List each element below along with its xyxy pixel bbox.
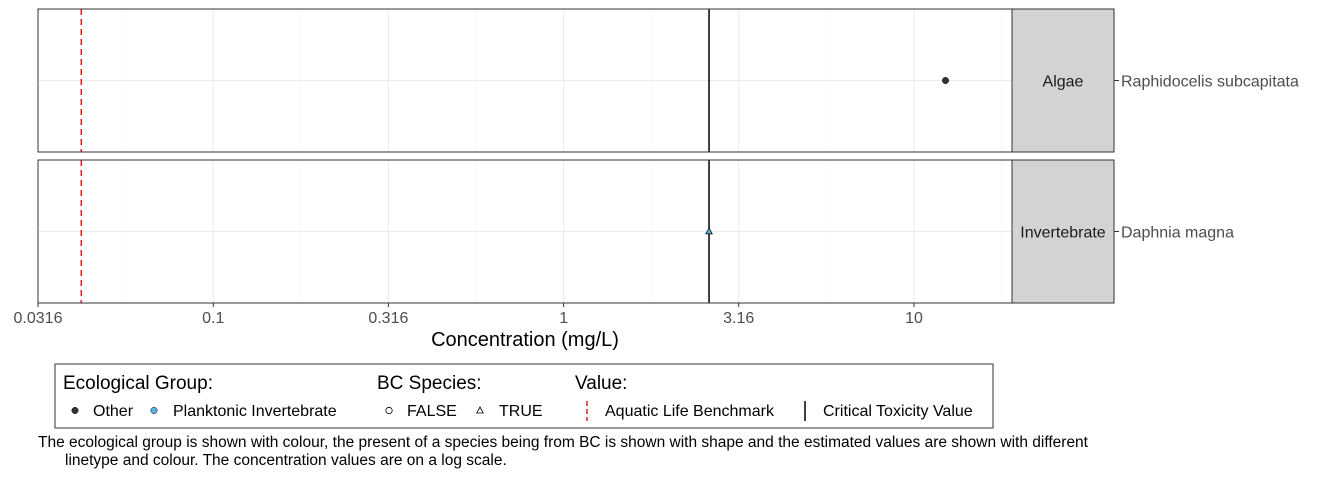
facet-strip-label: Algae (1043, 74, 1084, 91)
figure-caption: The ecological group is shown with colou… (38, 434, 1238, 470)
y-axis-species-label: Daphnia magna (1121, 225, 1234, 242)
legend-label-false: FALSE (407, 403, 457, 420)
caption-line-1: The ecological group is shown with colou… (38, 434, 1088, 451)
x-tick-label: 3.16 (723, 310, 754, 327)
legend: Ecological Group: Other Planktonic Inverte… (54, 363, 994, 429)
legend-title-value: Value: (575, 373, 627, 394)
facet-strip (1011, 8, 1115, 153)
legend-label-critical-toxicity-value: Critical Toxicity Value (823, 403, 973, 420)
legend-label-planktonic-invertebrate: Planktonic Invertebrate (173, 403, 337, 420)
x-tick-label: 0.1 (202, 310, 224, 327)
legend-label-other: Other (93, 403, 134, 420)
legend-box (54, 363, 994, 429)
data-point-triangle (705, 227, 713, 235)
y-axis-species-label: Raphidocelis subcapitata (1121, 74, 1299, 91)
facet-strip (1011, 159, 1115, 304)
legend-title-bc-species: BC Species: (377, 373, 482, 394)
legend-key-other (71, 407, 79, 414)
caption-line-2: linetype and colour. The concentration v… (65, 452, 507, 469)
toxicity-chart: Algae Raphidocelis subcapitata Invertebrat… (14, 8, 1299, 429)
legend-key-false (385, 406, 393, 415)
x-tick-label: 10 (905, 310, 923, 327)
panel-algae: Algae Raphidocelis subcapitata (37, 8, 1299, 153)
legend-label-true: TRUE (499, 403, 543, 420)
panel-invertebrate: Invertebrate Daphnia magna (37, 159, 1234, 304)
x-tick-label: 1 (559, 310, 568, 327)
x-tick-label: 0.316 (368, 310, 408, 327)
legend-key-planktonic-invertebrate (150, 407, 158, 414)
legend-label-aquatic-life-benchmark: Aquatic Life Benchmark (605, 403, 775, 420)
facet-strip-label: Invertebrate (1020, 225, 1105, 242)
legend-title-ecological-group: Ecological Group: (63, 373, 213, 394)
x-axis-title: Concentration (mg/L) (431, 329, 619, 351)
x-tick-label: 0.0316 (14, 310, 63, 327)
data-point-circle (942, 77, 949, 84)
legend-key-true (476, 406, 484, 414)
